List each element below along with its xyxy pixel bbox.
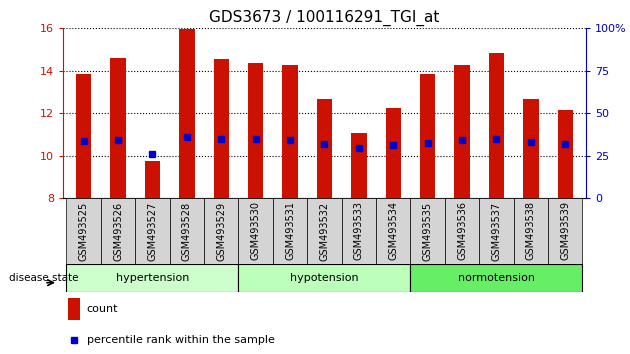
Bar [145,161,160,198]
Bar [454,65,470,198]
Text: GSM493528: GSM493528 [182,201,192,261]
FancyBboxPatch shape [101,198,135,264]
Text: disease state: disease state [9,273,79,283]
Bar [76,74,91,198]
FancyBboxPatch shape [411,264,583,292]
FancyBboxPatch shape [66,198,101,264]
Text: hypertension: hypertension [116,273,189,283]
Text: GSM493539: GSM493539 [560,201,570,261]
Text: GSM493529: GSM493529 [216,201,226,261]
Bar [282,65,298,198]
Bar [214,59,229,198]
FancyBboxPatch shape [376,198,411,264]
Text: GSM493531: GSM493531 [285,201,295,261]
FancyBboxPatch shape [341,198,376,264]
Bar [248,63,263,198]
Text: GSM493530: GSM493530 [251,201,261,261]
Bar [523,99,539,198]
Text: normotension: normotension [458,273,535,283]
Bar [420,74,435,198]
FancyBboxPatch shape [238,198,273,264]
Text: GSM493536: GSM493536 [457,201,467,261]
Bar [558,110,573,198]
FancyBboxPatch shape [238,264,411,292]
Text: GSM493535: GSM493535 [423,201,433,261]
Bar [489,53,504,198]
Text: GSM493533: GSM493533 [354,201,364,261]
FancyBboxPatch shape [66,264,238,292]
Bar [179,29,195,198]
Text: GSM493526: GSM493526 [113,201,123,261]
Bar [351,133,367,198]
Text: hypotension: hypotension [290,273,358,283]
FancyBboxPatch shape [548,198,583,264]
FancyBboxPatch shape [479,198,513,264]
Bar [110,58,126,198]
FancyBboxPatch shape [273,198,307,264]
Bar [317,99,332,198]
FancyBboxPatch shape [135,198,169,264]
FancyBboxPatch shape [169,198,204,264]
Text: GSM493534: GSM493534 [388,201,398,261]
Bar [68,298,80,320]
FancyBboxPatch shape [307,198,341,264]
FancyBboxPatch shape [445,198,479,264]
Text: count: count [86,304,118,314]
Text: percentile rank within the sample: percentile rank within the sample [86,335,275,346]
Text: GSM493532: GSM493532 [319,201,329,261]
FancyBboxPatch shape [411,198,445,264]
FancyBboxPatch shape [204,198,238,264]
Text: GSM493537: GSM493537 [491,201,501,261]
FancyBboxPatch shape [513,198,548,264]
Text: GSM493527: GSM493527 [147,201,158,261]
Text: GSM493538: GSM493538 [526,201,536,261]
Text: GSM493525: GSM493525 [79,201,89,261]
Bar [386,108,401,198]
Title: GDS3673 / 100116291_TGI_at: GDS3673 / 100116291_TGI_at [209,9,440,25]
